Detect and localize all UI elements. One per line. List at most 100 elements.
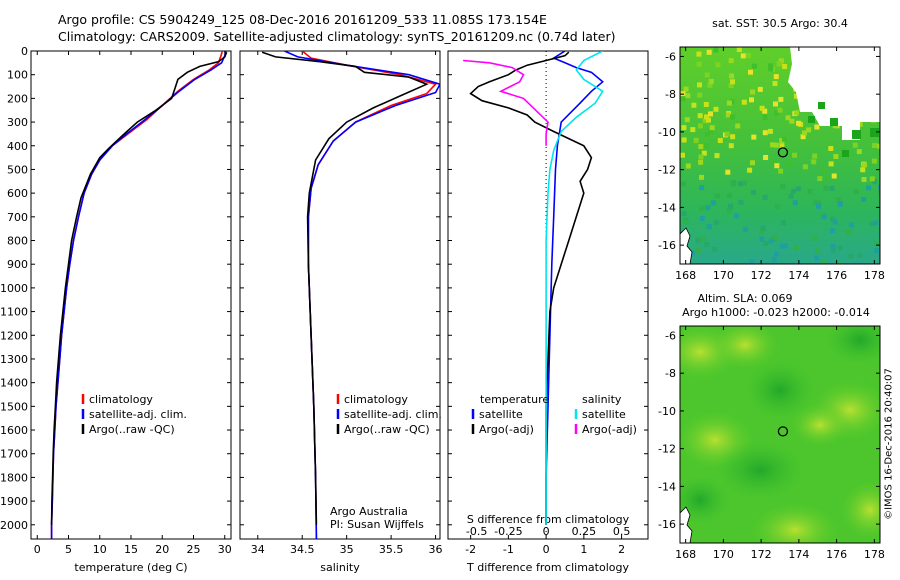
sst-map-title: sat. SST: 30.5 Argo: 30.4	[712, 17, 848, 30]
missing-data-region	[788, 47, 880, 140]
sst-pixel	[861, 196, 867, 202]
sst-pixel	[795, 186, 801, 192]
sst-pixel	[727, 192, 732, 198]
map-field	[680, 326, 880, 543]
sst-pixel	[791, 188, 796, 194]
legend-label: satellite	[582, 408, 626, 421]
sst-pixel	[776, 61, 782, 67]
sst-pixel	[729, 73, 735, 79]
sst-pixel	[685, 93, 691, 99]
sst-pixel	[681, 137, 687, 143]
annotation-1: Argo Australia	[330, 505, 408, 518]
sst-pixel	[700, 236, 706, 242]
sst-pixel	[837, 245, 843, 251]
sst-pixel	[793, 110, 799, 116]
sst-pixel	[853, 189, 859, 194]
x-axis-label: T difference from climatology	[466, 561, 629, 574]
sst-pixel	[856, 149, 862, 155]
sst-pixel	[877, 150, 880, 156]
y-tick-label: 1700	[0, 448, 28, 461]
sst-pixel	[697, 123, 703, 129]
sla-anomaly	[710, 326, 780, 370]
sst-pixel	[848, 254, 854, 259]
x-tick-label: 30	[218, 543, 232, 556]
sst-pixel	[873, 220, 879, 226]
sst-pixel	[870, 128, 879, 137]
sst-pixel	[699, 185, 705, 191]
sst-pixel	[768, 238, 774, 244]
y-tick-label: 1000	[0, 282, 28, 295]
legend-label: Argo(..raw -QC)	[89, 423, 175, 436]
sst-pixel	[713, 106, 719, 112]
sst-pixel	[711, 246, 717, 252]
sst-pixel	[857, 252, 863, 258]
sst-pixel	[872, 143, 878, 148]
sst-pixel	[693, 137, 699, 143]
y-tick-label: -14	[658, 201, 676, 214]
salinity-panel: 34 34.5 35 35.5 36 salinity climatology satelli…	[239, 50, 443, 574]
sst-pixel	[828, 146, 834, 151]
x-tick-label: -2	[465, 543, 476, 556]
sla-anomaly	[715, 440, 805, 500]
sst-pixel	[735, 123, 741, 129]
temperature-panel: 0 5 10 15 20 25 300100200300400500600700800900…	[0, 45, 232, 574]
sst-pixel	[730, 79, 735, 85]
sst-pixel	[774, 251, 779, 257]
sst-pixel	[706, 224, 712, 230]
sst-pixel	[812, 235, 818, 241]
sst-pixel	[821, 214, 827, 220]
y-tick-label: 600	[7, 187, 28, 200]
sst-pixel	[742, 180, 747, 186]
legend-title-temperature: temperature	[480, 393, 549, 406]
sla-anomaly	[825, 326, 880, 365]
x-tick-label: 170	[713, 269, 734, 282]
sst-pixel	[710, 200, 716, 206]
y-tick-label: -10	[658, 126, 676, 139]
sst-pixel	[704, 72, 710, 78]
sst-pixel	[714, 219, 719, 225]
x-tick-label: 174	[788, 269, 809, 282]
sst-pixel	[812, 153, 818, 159]
x-tick-label: 20	[155, 543, 169, 556]
sst-pixel	[734, 213, 740, 219]
figure-title-line-2: Climatology: CARS2009. Satellite-adjuste…	[58, 29, 616, 44]
y-tick-label: 1300	[0, 353, 28, 366]
x-tick-label: 174	[788, 548, 809, 561]
sst-pixel	[770, 142, 776, 148]
sst-pixel	[813, 199, 819, 205]
sst-pixel	[724, 131, 730, 137]
sst-pixel	[713, 47, 719, 53]
x-tick-label: 36	[429, 543, 443, 556]
x-tick-label-top: 0	[543, 525, 550, 538]
x-tick-label: 178	[864, 269, 885, 282]
sst-pixel	[698, 144, 704, 150]
sst-pixel	[796, 120, 801, 126]
y-tick-label: 1400	[0, 377, 28, 390]
sst-pixel	[852, 142, 858, 148]
sst-pixel	[830, 247, 836, 253]
sst-pixel	[807, 189, 813, 195]
sst-pixel	[774, 110, 779, 116]
legend-label: satellite-adj. clim.	[89, 408, 187, 421]
sst-pixel	[857, 121, 863, 127]
x-tick-label: 35	[340, 543, 354, 556]
sst-pixel	[871, 158, 877, 164]
sst-pixel	[818, 102, 825, 109]
x-tick-label: 25	[187, 543, 201, 556]
sst-pixel	[768, 66, 774, 72]
y-tick-label: 200	[7, 92, 28, 105]
sst-pixel	[849, 222, 854, 228]
sst-pixel	[762, 194, 768, 200]
series-line-t-argo--adj-	[469, 51, 593, 525]
sst-pixel	[794, 245, 799, 251]
x-tick-label: 176	[826, 548, 847, 561]
sst-pixel	[748, 69, 753, 75]
sst-pixel	[690, 250, 695, 256]
sst-pixel	[738, 181, 743, 187]
sst-pixel	[697, 82, 702, 88]
sst-pixel	[707, 82, 713, 88]
sst-pixel	[786, 161, 792, 167]
sst-pixel	[708, 78, 714, 84]
sla-anomaly	[790, 403, 850, 447]
